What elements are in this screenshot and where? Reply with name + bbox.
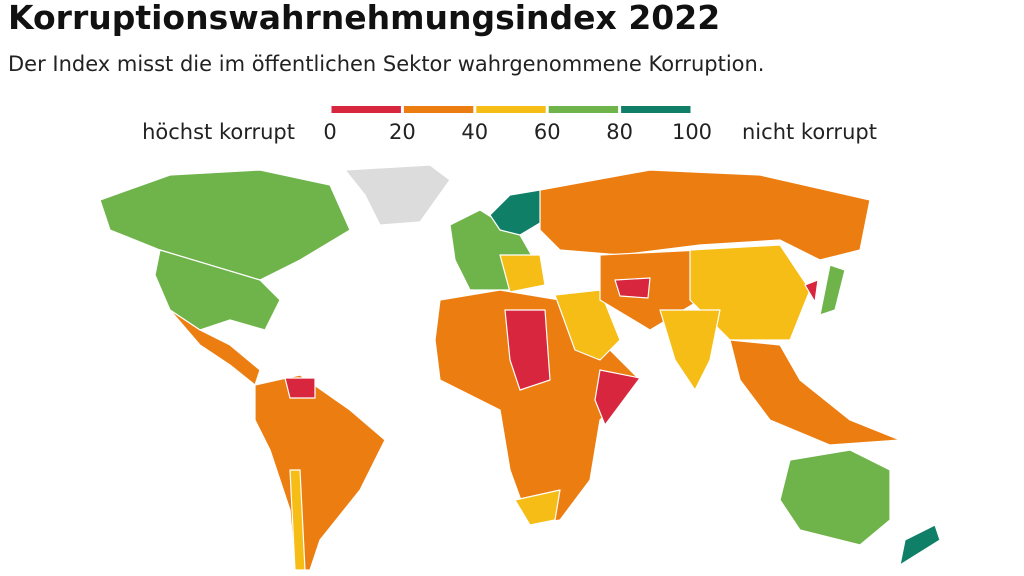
legend-swatch bbox=[548, 106, 619, 113]
legend-low-label: höchst korrupt bbox=[142, 120, 295, 144]
legend-swatch bbox=[331, 106, 401, 113]
middle-east bbox=[554, 289, 621, 361]
turkmenistan bbox=[614, 277, 651, 299]
legend-swatch bbox=[476, 106, 546, 113]
australia bbox=[779, 449, 891, 546]
north-korea bbox=[804, 279, 819, 303]
world-map bbox=[99, 164, 941, 571]
legend-tick-label: 0 bbox=[323, 120, 336, 144]
somalia bbox=[594, 369, 641, 426]
scandinavia bbox=[489, 189, 546, 236]
canada bbox=[99, 169, 351, 281]
legend-tick-label: 20 bbox=[389, 120, 416, 144]
legend-swatch bbox=[403, 106, 474, 113]
usa bbox=[154, 249, 281, 331]
new-zealand bbox=[899, 524, 941, 566]
legend-tick-label: 40 bbox=[461, 120, 488, 144]
title: Korruptionswahrnehmungsindex 2022 bbox=[8, 0, 721, 37]
legend-swatch bbox=[621, 106, 691, 113]
south-america bbox=[254, 374, 386, 571]
legend-tick-label: 100 bbox=[672, 120, 712, 144]
legend-tick-label: 80 bbox=[606, 120, 633, 144]
legend-tick-label: 60 bbox=[534, 120, 561, 144]
southern-europe bbox=[499, 254, 546, 293]
india bbox=[659, 309, 721, 391]
central-america bbox=[169, 309, 261, 386]
russia bbox=[539, 169, 871, 261]
chile bbox=[289, 469, 306, 571]
southern-africa bbox=[514, 489, 561, 526]
libya-chad bbox=[504, 309, 551, 391]
japan bbox=[819, 264, 846, 316]
legend-high-label: nicht korrupt bbox=[742, 120, 877, 144]
greenland bbox=[344, 164, 451, 226]
subtitle: Der Index misst die im öffentlichen Sekt… bbox=[8, 52, 765, 76]
china bbox=[689, 244, 811, 341]
legend: höchst korrupt nicht korrupt 0 20 40 60 80 10… bbox=[142, 106, 877, 144]
venezuela bbox=[284, 377, 316, 399]
southeast-asia bbox=[729, 339, 901, 446]
